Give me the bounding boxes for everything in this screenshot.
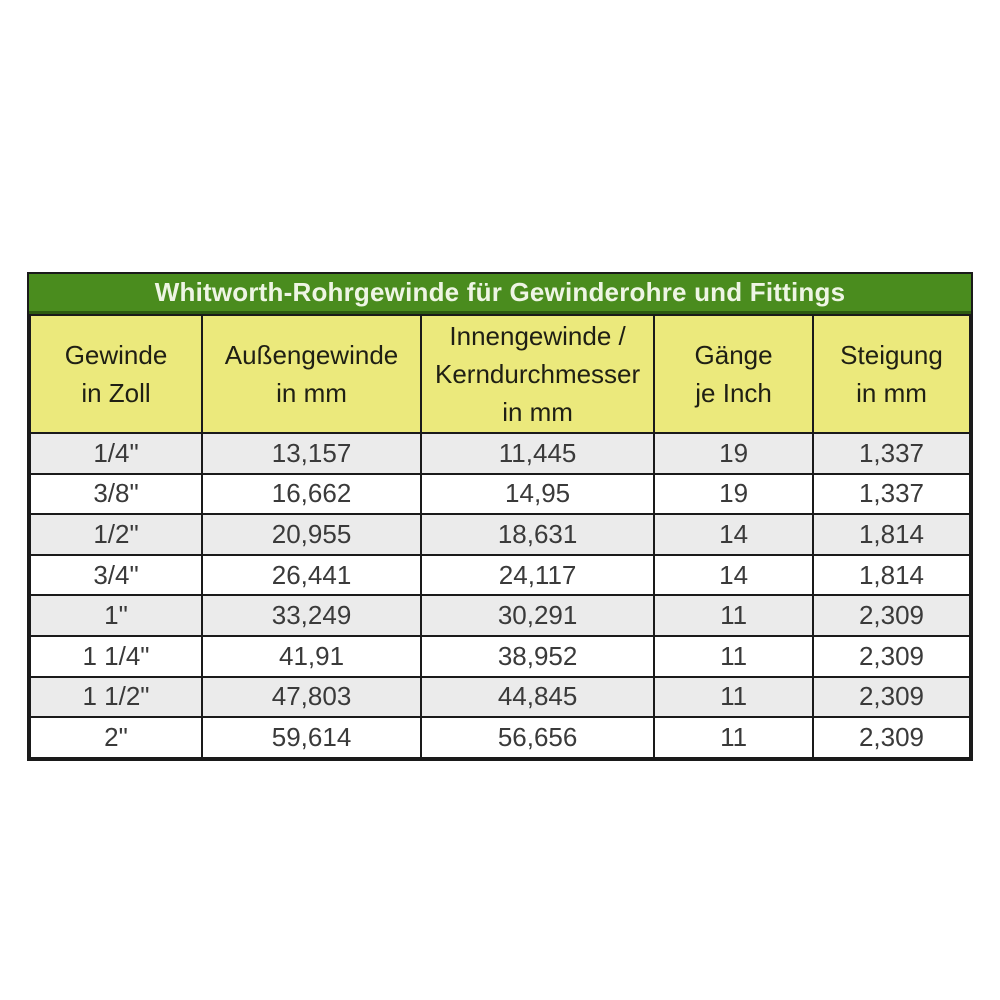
data-cell: 24,117: [420, 553, 656, 597]
data-cell: 59,614: [201, 716, 423, 759]
data-cell: 19: [653, 432, 814, 475]
table-header-row: Gewinde in Zoll Außengewinde in mm Innenge…: [28, 314, 971, 434]
table-row: 3/4" 26,441 24,117 14 1,814: [28, 553, 971, 597]
whitworth-thread-table: Whitworth-Rohrgewinde für Gewinderohre u…: [27, 272, 973, 761]
data-cell: 44,845: [420, 675, 656, 719]
data-cell: 11: [653, 716, 814, 759]
data-cell: 26,441: [201, 553, 423, 597]
table-row: 2" 59,614 56,656 11 2,309: [28, 716, 971, 759]
data-cell: 11: [653, 675, 814, 719]
data-cell: 2,309: [812, 716, 971, 759]
data-cell: 1/2": [28, 513, 204, 556]
data-cell: 2,309: [812, 594, 971, 637]
data-cell: 1,814: [812, 513, 971, 556]
data-cell: 1,814: [812, 553, 971, 597]
data-cell: 3/8": [28, 472, 204, 516]
data-cell: 2,309: [812, 675, 971, 719]
data-cell: 1": [28, 594, 204, 637]
table-row: 1/4" 13,157 11,445 19 1,337: [28, 432, 971, 475]
data-cell: 3/4": [28, 553, 204, 597]
table-row: 3/8" 16,662 14,95 19 1,337: [28, 472, 971, 516]
data-cell: 19: [653, 472, 814, 516]
data-cell: 30,291: [420, 594, 656, 637]
data-cell: 1 1/4": [28, 634, 204, 678]
data-cell: 56,656: [420, 716, 656, 759]
data-cell: 11: [653, 634, 814, 678]
data-cell: 33,249: [201, 594, 423, 637]
data-cell: 1,337: [812, 432, 971, 475]
data-cell: 1,337: [812, 472, 971, 516]
table-row: 1 1/2" 47,803 44,845 11 2,309: [28, 675, 971, 719]
thread-data-table: Gewinde in Zoll Außengewinde in mm Innenge…: [28, 314, 971, 759]
data-cell: 11: [653, 594, 814, 637]
data-cell: 16,662: [201, 472, 423, 516]
data-cell: 13,157: [201, 432, 423, 475]
header-cell-col3: Gänge je Inch: [653, 314, 814, 434]
data-cell: 41,91: [201, 634, 423, 678]
table-title: Whitworth-Rohrgewinde für Gewinderohre u…: [154, 277, 846, 307]
table-row: 1" 33,249 30,291 11 2,309: [28, 594, 971, 637]
data-cell: 1/4": [28, 432, 204, 475]
data-cell: 1 1/2": [28, 675, 204, 719]
header-cell-col1: Außengewinde in mm: [201, 314, 423, 434]
data-cell: 2,309: [812, 634, 971, 678]
data-cell: 38,952: [420, 634, 656, 678]
data-cell: 14: [653, 553, 814, 597]
data-cell: 47,803: [201, 675, 423, 719]
table-row: 1/2" 20,955 18,631 14 1,814: [28, 513, 971, 556]
data-cell: 11,445: [420, 432, 656, 475]
table-row: 1 1/4" 41,91 38,952 11 2,309: [28, 634, 971, 678]
data-cell: 14,95: [420, 472, 656, 516]
data-cell: 18,631: [420, 513, 656, 556]
header-cell-col2: Innengewinde / Kerndurchmesser in mm: [420, 314, 656, 434]
header-cell-col4: Steigung in mm: [812, 314, 971, 434]
data-cell: 20,955: [201, 513, 423, 556]
data-cell: 14: [653, 513, 814, 556]
data-cell: 2": [28, 716, 204, 759]
table-title-bar: Whitworth-Rohrgewinde für Gewinderohre u…: [29, 274, 971, 314]
header-cell-col0: Gewinde in Zoll: [28, 314, 204, 434]
